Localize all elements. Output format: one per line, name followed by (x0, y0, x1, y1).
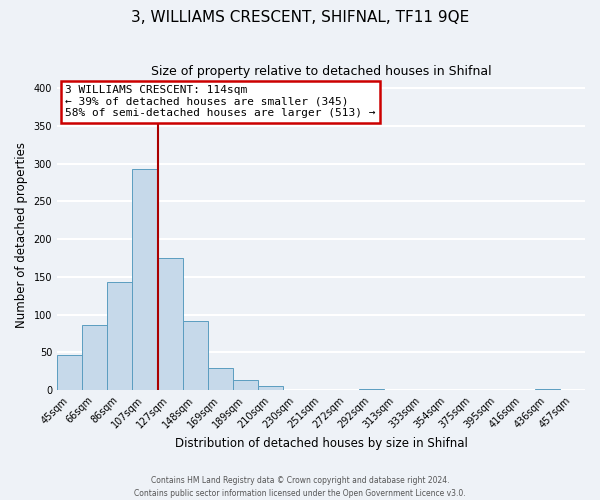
Text: Contains HM Land Registry data © Crown copyright and database right 2024.
Contai: Contains HM Land Registry data © Crown c… (134, 476, 466, 498)
Bar (233, 380, 258, 390)
Text: 3 WILLIAMS CRESCENT: 114sqm
← 39% of detached houses are smaller (345)
58% of se: 3 WILLIAMS CRESCENT: 114sqm ← 39% of det… (65, 85, 376, 118)
Bar (107, 282, 133, 390)
X-axis label: Distribution of detached houses by size in Shifnal: Distribution of detached houses by size … (175, 437, 467, 450)
Bar (183, 322, 208, 390)
Bar (535, 388, 560, 390)
Y-axis label: Number of detached properties: Number of detached properties (15, 142, 28, 328)
Bar (82, 325, 107, 390)
Bar (158, 258, 183, 390)
Text: 3, WILLIAMS CRESCENT, SHIFNAL, TF11 9QE: 3, WILLIAMS CRESCENT, SHIFNAL, TF11 9QE (131, 10, 469, 25)
Bar (133, 169, 158, 390)
Bar (208, 368, 233, 390)
Bar (258, 386, 283, 390)
Title: Size of property relative to detached houses in Shifnal: Size of property relative to detached ho… (151, 65, 491, 78)
Bar (359, 388, 384, 390)
Bar (57, 354, 82, 390)
